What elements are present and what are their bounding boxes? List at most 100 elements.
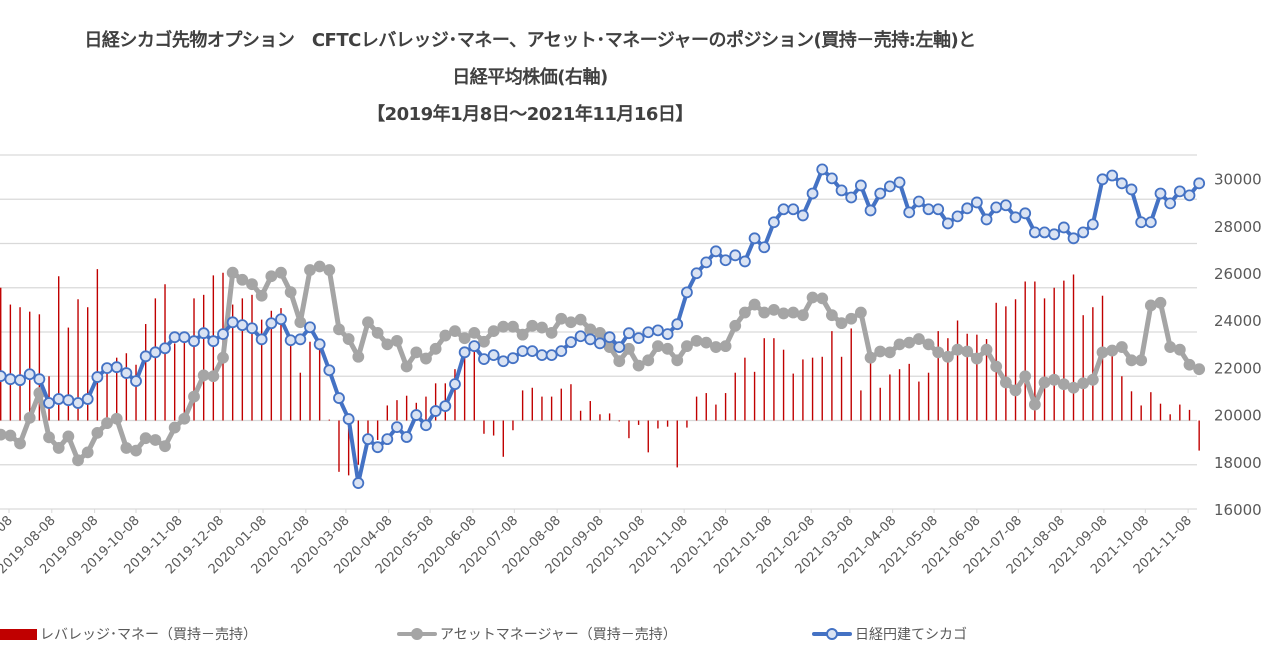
asset-manager-point	[323, 264, 336, 276]
nikkei-point	[352, 477, 365, 489]
asset-manager-point	[961, 345, 974, 358]
nikkei-point	[681, 286, 693, 299]
nikkei-point	[1173, 185, 1186, 198]
nikkei-point	[1067, 232, 1080, 245]
asset-manager-point	[951, 343, 964, 356]
nikkei-point	[449, 378, 461, 391]
nikkei-point	[545, 349, 558, 362]
nikkei-point	[33, 373, 46, 386]
nikkei-point	[574, 330, 587, 343]
asset-manager-point	[1028, 398, 1041, 411]
nikkei-point	[912, 195, 925, 208]
asset-manager-series	[0, 260, 1206, 467]
nikkei-point	[178, 331, 191, 344]
asset-manager-point	[922, 338, 935, 351]
nikkei-point	[932, 203, 945, 216]
right-axis-label: 26000	[1214, 265, 1262, 283]
asset-manager-point	[400, 360, 413, 373]
asset-manager-point	[333, 323, 345, 336]
nikkei-point	[1077, 226, 1090, 239]
nikkei-point	[236, 319, 249, 332]
nikkei-point	[246, 322, 258, 335]
asset-manager-point	[255, 289, 268, 302]
nikkei-point	[661, 328, 674, 341]
asset-manager-point	[874, 345, 887, 358]
nikkei-point	[777, 203, 790, 216]
asset-manager-point	[226, 266, 239, 279]
nikkei-point	[313, 338, 326, 351]
asset-manager-point	[429, 342, 442, 355]
asset-manager-point	[91, 426, 104, 439]
asset-manager-point	[1135, 354, 1148, 367]
nikkei-point	[642, 326, 655, 339]
nikkei-point	[710, 245, 722, 258]
nikkei-point	[893, 176, 906, 189]
legend-label-leveraged: レバレッジ･マネー（買持－売持）	[40, 627, 257, 643]
asset-manager-point	[864, 351, 877, 364]
nikkei-point	[284, 334, 297, 347]
nikkei-point	[970, 196, 983, 209]
nikkei-point	[854, 179, 867, 192]
asset-manager-point	[1125, 354, 1138, 367]
nikkei-point	[768, 216, 780, 229]
nikkei-point	[594, 337, 606, 350]
nikkei-point	[565, 336, 577, 349]
asset-manager-point	[1144, 299, 1157, 312]
nikkei-point	[23, 368, 36, 381]
asset-manager-point	[236, 273, 249, 286]
asset-manager-point	[1009, 384, 1022, 397]
nikkei-point	[468, 340, 481, 353]
nikkei-point	[294, 333, 307, 346]
nikkei-point	[497, 355, 510, 368]
legend-item-asset[interactable]: アセットマネージャー（買持－売持）	[397, 624, 677, 644]
asset-manager-point	[207, 370, 220, 383]
nikkei-point	[816, 163, 829, 176]
asset-manager-point	[671, 354, 684, 367]
asset-manager-point	[642, 354, 655, 367]
right-axis-label: 24000	[1214, 312, 1262, 330]
asset-manager-point	[149, 434, 162, 446]
nikkei-point	[168, 331, 181, 344]
legend-item-nikkei[interactable]: 日経円建てシカゴ	[812, 624, 967, 644]
nikkei-point	[507, 352, 519, 365]
nikkei-point	[719, 254, 732, 267]
asset-manager-point	[661, 342, 674, 355]
asset-manager-point	[62, 430, 75, 443]
asset-manager-point	[1173, 343, 1186, 356]
asset-manager-point	[246, 278, 258, 291]
asset-manager-point	[43, 431, 55, 444]
nikkei-point	[526, 345, 539, 358]
nikkei-point	[903, 206, 916, 219]
asset-manager-point	[632, 359, 645, 372]
nikkei-point	[671, 318, 684, 331]
asset-manager-point	[1106, 344, 1119, 357]
nikkei-point	[835, 184, 848, 197]
nikkei-point	[188, 335, 200, 348]
asset-manager-point	[1048, 373, 1061, 386]
nikkei-point	[72, 397, 84, 409]
nikkei-point	[410, 409, 423, 421]
nikkei-point	[961, 202, 974, 215]
nikkei-point	[690, 267, 703, 280]
nikkei-point	[797, 209, 809, 222]
asset-manager-point	[739, 306, 751, 319]
nikkei-point	[265, 317, 278, 330]
nikkei-point	[478, 353, 490, 366]
asset-manager-point	[23, 411, 36, 424]
nikkei-point	[1135, 216, 1148, 229]
asset-manager-point	[516, 328, 529, 341]
nikkei-point	[941, 217, 954, 230]
asset-manager-point	[410, 346, 423, 359]
asset-manager-point	[265, 270, 278, 283]
asset-manager-point	[941, 350, 954, 363]
asset-manager-point	[854, 306, 867, 319]
asset-manager-point	[4, 429, 17, 442]
nikkei-point	[255, 333, 268, 346]
legend-item-leveraged[interactable]: レバレッジ･マネー（買持－売持）	[0, 624, 257, 644]
legend-label-asset: アセットマネージャー（買持－売持）	[440, 627, 677, 643]
asset-manager-point	[101, 417, 113, 430]
asset-manager-point	[710, 341, 722, 353]
nikkei-point	[81, 393, 94, 405]
asset-manager-point	[700, 336, 713, 349]
